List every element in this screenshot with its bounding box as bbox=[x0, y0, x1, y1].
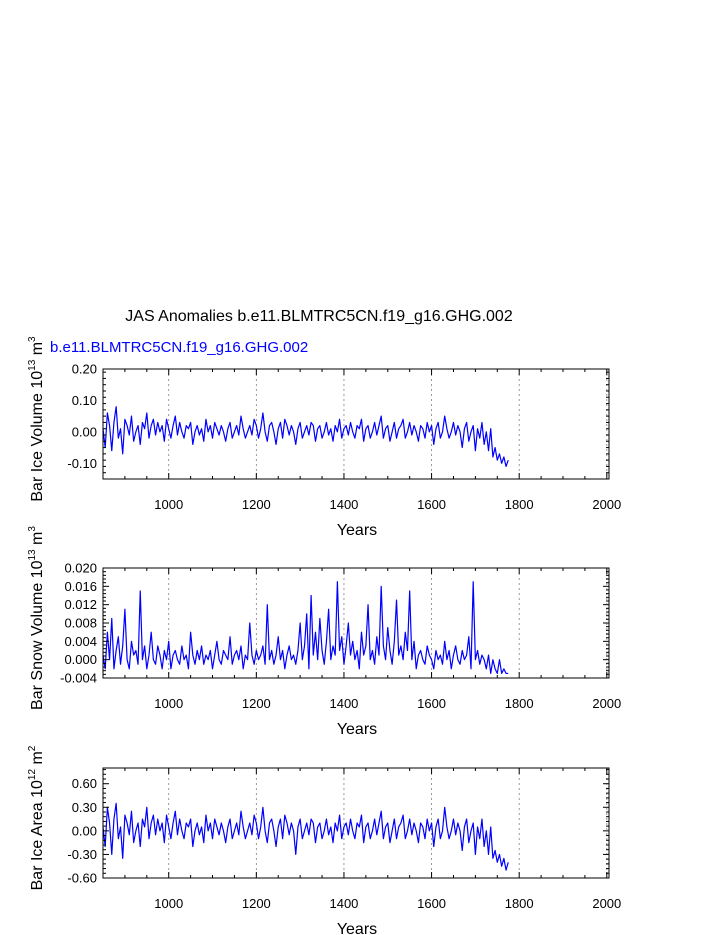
x-tick-label-1800: 1800 bbox=[505, 696, 534, 711]
y-tick-label: 0.60 bbox=[72, 776, 97, 791]
y-tick-label: -0.30 bbox=[67, 847, 97, 862]
x-tick-label-2000: 2000 bbox=[592, 896, 621, 911]
y-tick-label: -0.004 bbox=[60, 671, 97, 686]
x-tick-label-1000: 1000 bbox=[154, 896, 183, 911]
x-tick-label-1200: 1200 bbox=[242, 497, 271, 512]
x-tick-label-2000: 2000 bbox=[592, 696, 621, 711]
bar-ice-area-frame bbox=[102, 767, 610, 879]
x-tick-label-1400: 1400 bbox=[329, 696, 358, 711]
x-tick-label-1600: 1600 bbox=[417, 896, 446, 911]
y-tick-label: 0.00 bbox=[72, 424, 97, 439]
x-tick-label-2000: 2000 bbox=[592, 497, 621, 512]
x-tick-label-1600: 1600 bbox=[417, 696, 446, 711]
legend-label: b.e11.BLMTRC5CN.f19_g16.GHG.002 bbox=[50, 339, 308, 356]
bar-ice-volume-ylabel: Bar Ice Volume 1013 m3 bbox=[27, 336, 46, 502]
x-tick-label-1400: 1400 bbox=[329, 896, 358, 911]
x-tick-label-1400: 1400 bbox=[329, 497, 358, 512]
y-tick-label: 0.016 bbox=[64, 579, 97, 594]
x-tick-label-1000: 1000 bbox=[154, 497, 183, 512]
bar-ice-area-xlabel: Years bbox=[337, 921, 377, 935]
y-tick-label: 0.012 bbox=[64, 597, 97, 612]
bar-snow-volume-panel: 1000 1200 1400 1600 1800 2000 -0.004 0.000 0.004… bbox=[27, 526, 621, 738]
y-tick-label: 0.30 bbox=[72, 800, 97, 815]
y-tick-label: -0.60 bbox=[67, 871, 97, 886]
x-tick-label-1200: 1200 bbox=[242, 696, 271, 711]
y-tick-label: 0.20 bbox=[72, 362, 97, 377]
bar-ice-area-panel: 1000 1200 1400 1600 1800 2000 -0.60 -0.30 0.00 0.… bbox=[27, 745, 621, 935]
bar-ice-volume-panel: 1000 1200 1400 1600 1800 2000 -0.10 0.00 0.10 0.2… bbox=[27, 336, 621, 539]
x-tick-label-1000: 1000 bbox=[154, 696, 183, 711]
y-tick-label: 0.000 bbox=[64, 652, 97, 667]
bar-ice-volume-frame bbox=[102, 368, 610, 480]
x-tick-label-1200: 1200 bbox=[242, 896, 271, 911]
bar-snow-volume-ylabel: Bar Snow Volume 1013 m3 bbox=[27, 526, 46, 710]
bar-ice-volume-xlabel: Years bbox=[337, 522, 377, 539]
bar-ice-area-series-line bbox=[102, 802, 509, 871]
y-tick-label: 0.10 bbox=[72, 393, 97, 408]
bar-snow-volume-series-line bbox=[102, 581, 509, 675]
y-tick-label: 0.008 bbox=[64, 616, 97, 631]
bar-snow-volume-xlabel: Years bbox=[337, 721, 377, 738]
bar-ice-volume-series-line bbox=[102, 406, 509, 468]
x-tick-label-1800: 1800 bbox=[505, 896, 534, 911]
bar-ice-area-ylabel: Bar Ice Area 1012 m2 bbox=[27, 745, 46, 890]
y-tick-label: 0.00 bbox=[72, 823, 97, 838]
x-tick-label-1600: 1600 bbox=[417, 497, 446, 512]
y-tick-label: 0.020 bbox=[64, 561, 97, 576]
chart-panels: 1000 1200 1400 1600 1800 2000 -0.10 0.00 0.10 0.2… bbox=[27, 336, 621, 935]
x-tick-label-1800: 1800 bbox=[505, 497, 534, 512]
y-tick-label: -0.10 bbox=[67, 456, 97, 471]
y-tick-label: 0.004 bbox=[64, 634, 97, 649]
figure-title: JAS Anomalies b.e11.BLMTRC5CN.f19_g16.GH… bbox=[125, 308, 513, 325]
